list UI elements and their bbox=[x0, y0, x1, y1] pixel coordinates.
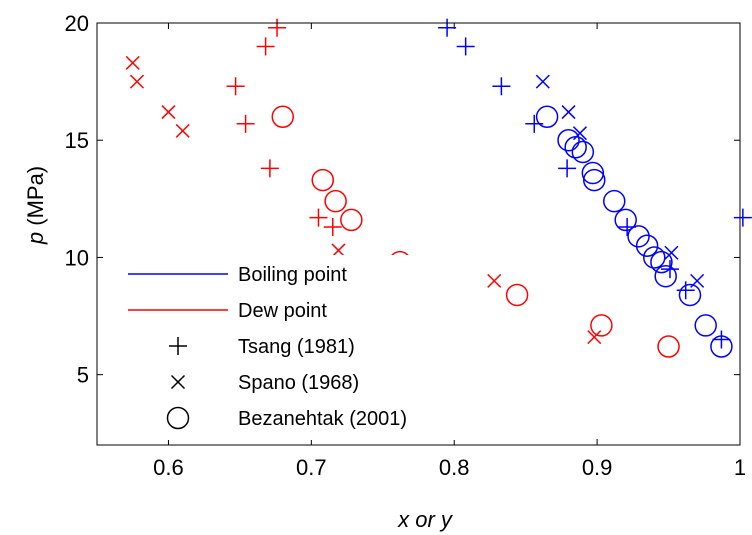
data-point-boiling-plus bbox=[733, 208, 752, 227]
data-point-boiling-circle bbox=[635, 234, 659, 257]
data-point-dew-plus bbox=[260, 159, 279, 178]
y-tick-label: 10 bbox=[65, 245, 89, 270]
data-point-boiling-circle bbox=[614, 208, 637, 232]
data-point-dew-circle bbox=[324, 189, 347, 213]
data-point-boiling-plus bbox=[525, 114, 544, 133]
data-point-boiling-circle bbox=[710, 335, 733, 358]
legend-label: Dew point bbox=[238, 300, 327, 322]
data-point-boiling-plus bbox=[558, 159, 577, 178]
cross-stroke-b bbox=[161, 105, 176, 120]
cross-stroke-b bbox=[175, 123, 190, 138]
data-point-dew-cross bbox=[125, 55, 140, 70]
y-tick-label: 15 bbox=[65, 128, 89, 153]
data-point-dew-cross bbox=[161, 105, 176, 120]
y-axis-label: p (MPa) bbox=[23, 166, 48, 245]
data-point-boiling-circle bbox=[694, 314, 717, 337]
data-point-dew-plus bbox=[256, 37, 275, 56]
data-point-boiling-plus bbox=[438, 18, 457, 37]
data-point-dew-cross bbox=[129, 74, 145, 89]
cross-stroke-b bbox=[572, 126, 587, 141]
data-point-dew-circle bbox=[590, 314, 613, 337]
data-point-dew-circle bbox=[657, 335, 680, 358]
y-axis-label-var: p bbox=[23, 232, 48, 245]
x-tick-label: 0.8 bbox=[439, 455, 470, 480]
legend-label: Spano (1968) bbox=[238, 372, 359, 394]
data-point-boiling-circle bbox=[603, 189, 626, 213]
legend-marker-cross-icon bbox=[170, 374, 186, 390]
data-point-boiling-circle bbox=[643, 246, 666, 269]
cross-stroke-b bbox=[561, 105, 576, 120]
data-point-boiling-circle bbox=[571, 140, 595, 164]
series-boiling-cross bbox=[535, 74, 705, 288]
cross-stroke-b bbox=[487, 273, 502, 288]
data-point-boiling-circle bbox=[564, 136, 587, 159]
x-tick-label: 0.7 bbox=[296, 455, 327, 480]
data-point-boiling-circle bbox=[627, 225, 650, 248]
data-point-boiling-cross bbox=[535, 74, 550, 89]
data-point-boiling-circle bbox=[650, 250, 673, 274]
legend-entry: Dew point bbox=[128, 300, 327, 322]
legend-entry: Tsang (1981) bbox=[169, 336, 355, 358]
y-tick-label: 20 bbox=[65, 11, 89, 36]
data-point-dew-cross bbox=[175, 123, 190, 138]
legend-label: Tsang (1981) bbox=[238, 336, 355, 358]
data-point-boiling-circle bbox=[583, 168, 606, 192]
axes-box bbox=[96, 22, 741, 446]
data-point-dew-circle bbox=[311, 168, 335, 192]
legend-marker-circle-icon bbox=[166, 406, 190, 430]
data-point-boiling-plus bbox=[456, 37, 475, 56]
cross-stroke-b bbox=[587, 330, 602, 345]
data-point-boiling-circle bbox=[535, 105, 559, 129]
data-point-boiling-circle bbox=[557, 128, 580, 152]
legend-entry: Bezanehtak (2001) bbox=[166, 406, 407, 430]
legend-entry: Spano (1968) bbox=[170, 372, 359, 394]
x-tick-label: 0.9 bbox=[582, 455, 613, 480]
data-point-boiling-plus bbox=[492, 77, 511, 96]
series-dew-cross bbox=[125, 55, 602, 345]
y-tick-label: 5 bbox=[77, 363, 89, 388]
data-point-boiling-circle bbox=[581, 161, 605, 185]
data-point-dew-circle bbox=[340, 208, 363, 232]
data-point-dew-cross bbox=[587, 330, 602, 345]
data-point-dew-cross bbox=[487, 273, 502, 288]
legend-entry: Boiling point bbox=[128, 264, 347, 286]
legend-label: Boiling point bbox=[238, 264, 347, 286]
cross-stroke-b bbox=[170, 374, 186, 390]
cross-stroke-b bbox=[129, 74, 145, 89]
data-point-boiling-cross bbox=[561, 105, 576, 120]
data-point-dew-plus bbox=[309, 208, 328, 227]
cross-stroke-b bbox=[125, 55, 140, 70]
data-point-boiling-plus bbox=[676, 281, 695, 300]
data-point-dew-circle bbox=[505, 283, 529, 307]
legend: Boiling point Dew point Tsang (1981) Spano … bbox=[120, 255, 475, 440]
data-point-dew-plus bbox=[323, 217, 342, 236]
x-tick-label: 0.6 bbox=[153, 455, 184, 480]
x-axis-label: x or y bbox=[397, 507, 454, 532]
cross-stroke-b bbox=[331, 243, 346, 258]
data-point-boiling-cross bbox=[572, 126, 587, 141]
data-point-dew-plus bbox=[236, 114, 255, 133]
legend-background bbox=[120, 255, 475, 440]
data-point-boiling-plus bbox=[712, 330, 731, 349]
y-axis-label-unit: (MPa) bbox=[23, 166, 48, 232]
cross-stroke-b bbox=[535, 74, 550, 89]
data-point-dew-plus bbox=[268, 18, 287, 37]
data-point-dew-circle bbox=[271, 105, 295, 129]
cross-stroke-b bbox=[664, 245, 679, 260]
legend-marker-plus-icon bbox=[169, 337, 187, 355]
data-point-boiling-circle bbox=[654, 264, 677, 288]
series-boiling-circle bbox=[535, 105, 733, 358]
legend-label: Bezanehtak (2001) bbox=[238, 408, 407, 430]
data-point-boiling-circle bbox=[678, 283, 702, 307]
x-tick-label: 1 bbox=[734, 455, 746, 480]
series-boiling-plus bbox=[438, 18, 752, 349]
data-point-dew-plus bbox=[226, 77, 245, 96]
data-point-dew-cross bbox=[331, 243, 346, 258]
data-point-boiling-cross bbox=[664, 245, 679, 260]
